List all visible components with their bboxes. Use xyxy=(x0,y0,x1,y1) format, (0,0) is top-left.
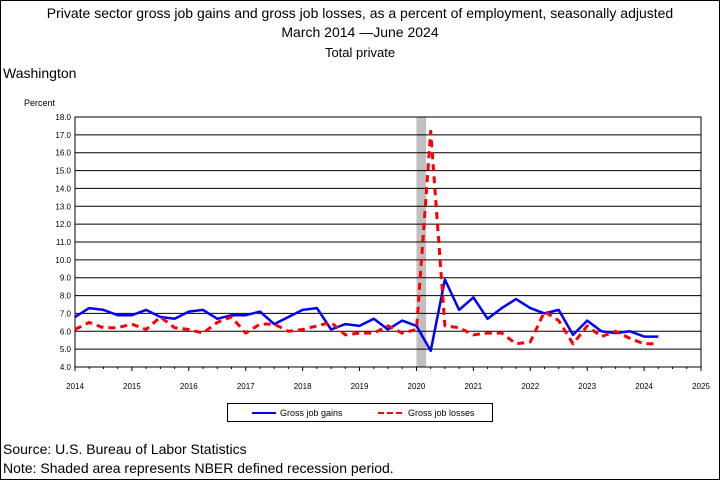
y-tick-label: 14.0 xyxy=(55,184,71,193)
y-tick-label: 18.0 xyxy=(55,113,71,122)
x-tick-label: 2020 xyxy=(408,382,426,391)
chart-title: Private sector gross job gains and gross… xyxy=(46,5,674,21)
x-tick-label: 2025 xyxy=(692,382,710,391)
chart-subtitle: Total private xyxy=(324,45,396,60)
y-tick-label: 12.0 xyxy=(55,220,71,229)
y-axis-label: Percent xyxy=(24,98,56,108)
x-tick-label: 2022 xyxy=(521,382,539,391)
legend-swatch-gains xyxy=(252,412,276,414)
y-tick-label: 8.0 xyxy=(60,292,72,301)
y-tick-label: 5.0 xyxy=(60,345,72,354)
x-tick-label: 2014 xyxy=(66,382,84,391)
x-tick-label: 2017 xyxy=(237,382,255,391)
y-tick-label: 10.0 xyxy=(55,256,71,265)
y-tick-label: 7.0 xyxy=(60,309,72,318)
chart-date-range: March 2014 —June 2024 xyxy=(281,24,439,40)
x-tick-label: 2018 xyxy=(294,382,312,391)
y-tick-label: 9.0 xyxy=(60,274,72,283)
gross-job-gains-line xyxy=(74,278,659,353)
y-tick-label: 11.0 xyxy=(56,238,72,247)
legend-label-gains: Gross job gains xyxy=(280,408,343,418)
x-tick-label: 2021 xyxy=(464,382,482,391)
x-tick-label: 2019 xyxy=(351,382,369,391)
gross-job-losses-line xyxy=(74,129,659,346)
chart-legend: Gross job gains Gross job losses xyxy=(227,403,493,422)
x-tick-label: 2023 xyxy=(578,382,596,391)
recession-note: Note: Shaded area represents NBER define… xyxy=(3,460,394,476)
x-tick-label: 2016 xyxy=(180,382,198,391)
legend-label-losses: Gross job losses xyxy=(408,408,475,418)
region-label: Washington xyxy=(3,65,77,81)
x-tick-label: 2024 xyxy=(635,382,653,391)
y-tick-label: 15.0 xyxy=(55,167,71,176)
y-tick-label: 6.0 xyxy=(60,327,72,336)
y-tick-label: 13.0 xyxy=(55,202,71,211)
y-tick-label: 16.0 xyxy=(55,149,71,158)
y-tick-label: 17.0 xyxy=(55,131,71,140)
legend-swatch-losses xyxy=(378,412,402,414)
y-tick-label: 4.0 xyxy=(60,363,72,372)
x-tick-label: 2015 xyxy=(123,382,141,391)
source-note: Source: U.S. Bureau of Labor Statistics xyxy=(3,441,247,457)
